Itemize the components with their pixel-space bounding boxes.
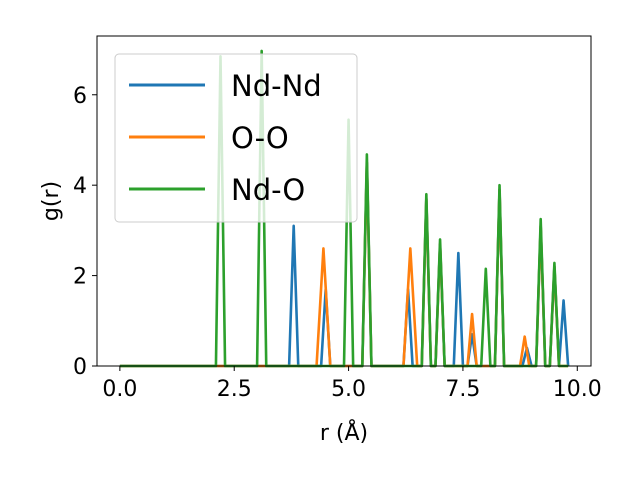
x-axis: 0.0 2.5 5.0 7.5 10.0: [102, 366, 602, 402]
y-tick-label: 2: [73, 265, 87, 290]
legend-label-o-o: O-O: [231, 121, 289, 155]
y-axis-label: g(r): [39, 181, 64, 221]
x-tick-label: 10.0: [553, 377, 602, 402]
y-tick-label: 4: [73, 174, 87, 199]
legend-label-nd-o: Nd-O: [231, 173, 305, 207]
x-tick-label: 7.5: [445, 377, 480, 402]
y-tick-label: 6: [73, 84, 87, 109]
y-tick-label: 0: [73, 355, 87, 380]
x-tick-label: 2.5: [217, 377, 252, 402]
x-tick-label: 0.0: [102, 377, 137, 402]
legend-box: [114, 53, 358, 223]
x-axis-label: r (Å): [320, 419, 368, 446]
plot-frame: [96, 35, 592, 367]
y-axis: 0 2 4 6: [73, 84, 97, 380]
legend-label-nd-nd: Nd-Nd: [231, 69, 322, 103]
x-tick-label: 5.0: [331, 377, 366, 402]
legend: Nd-Nd O-O Nd-O: [114, 53, 358, 223]
